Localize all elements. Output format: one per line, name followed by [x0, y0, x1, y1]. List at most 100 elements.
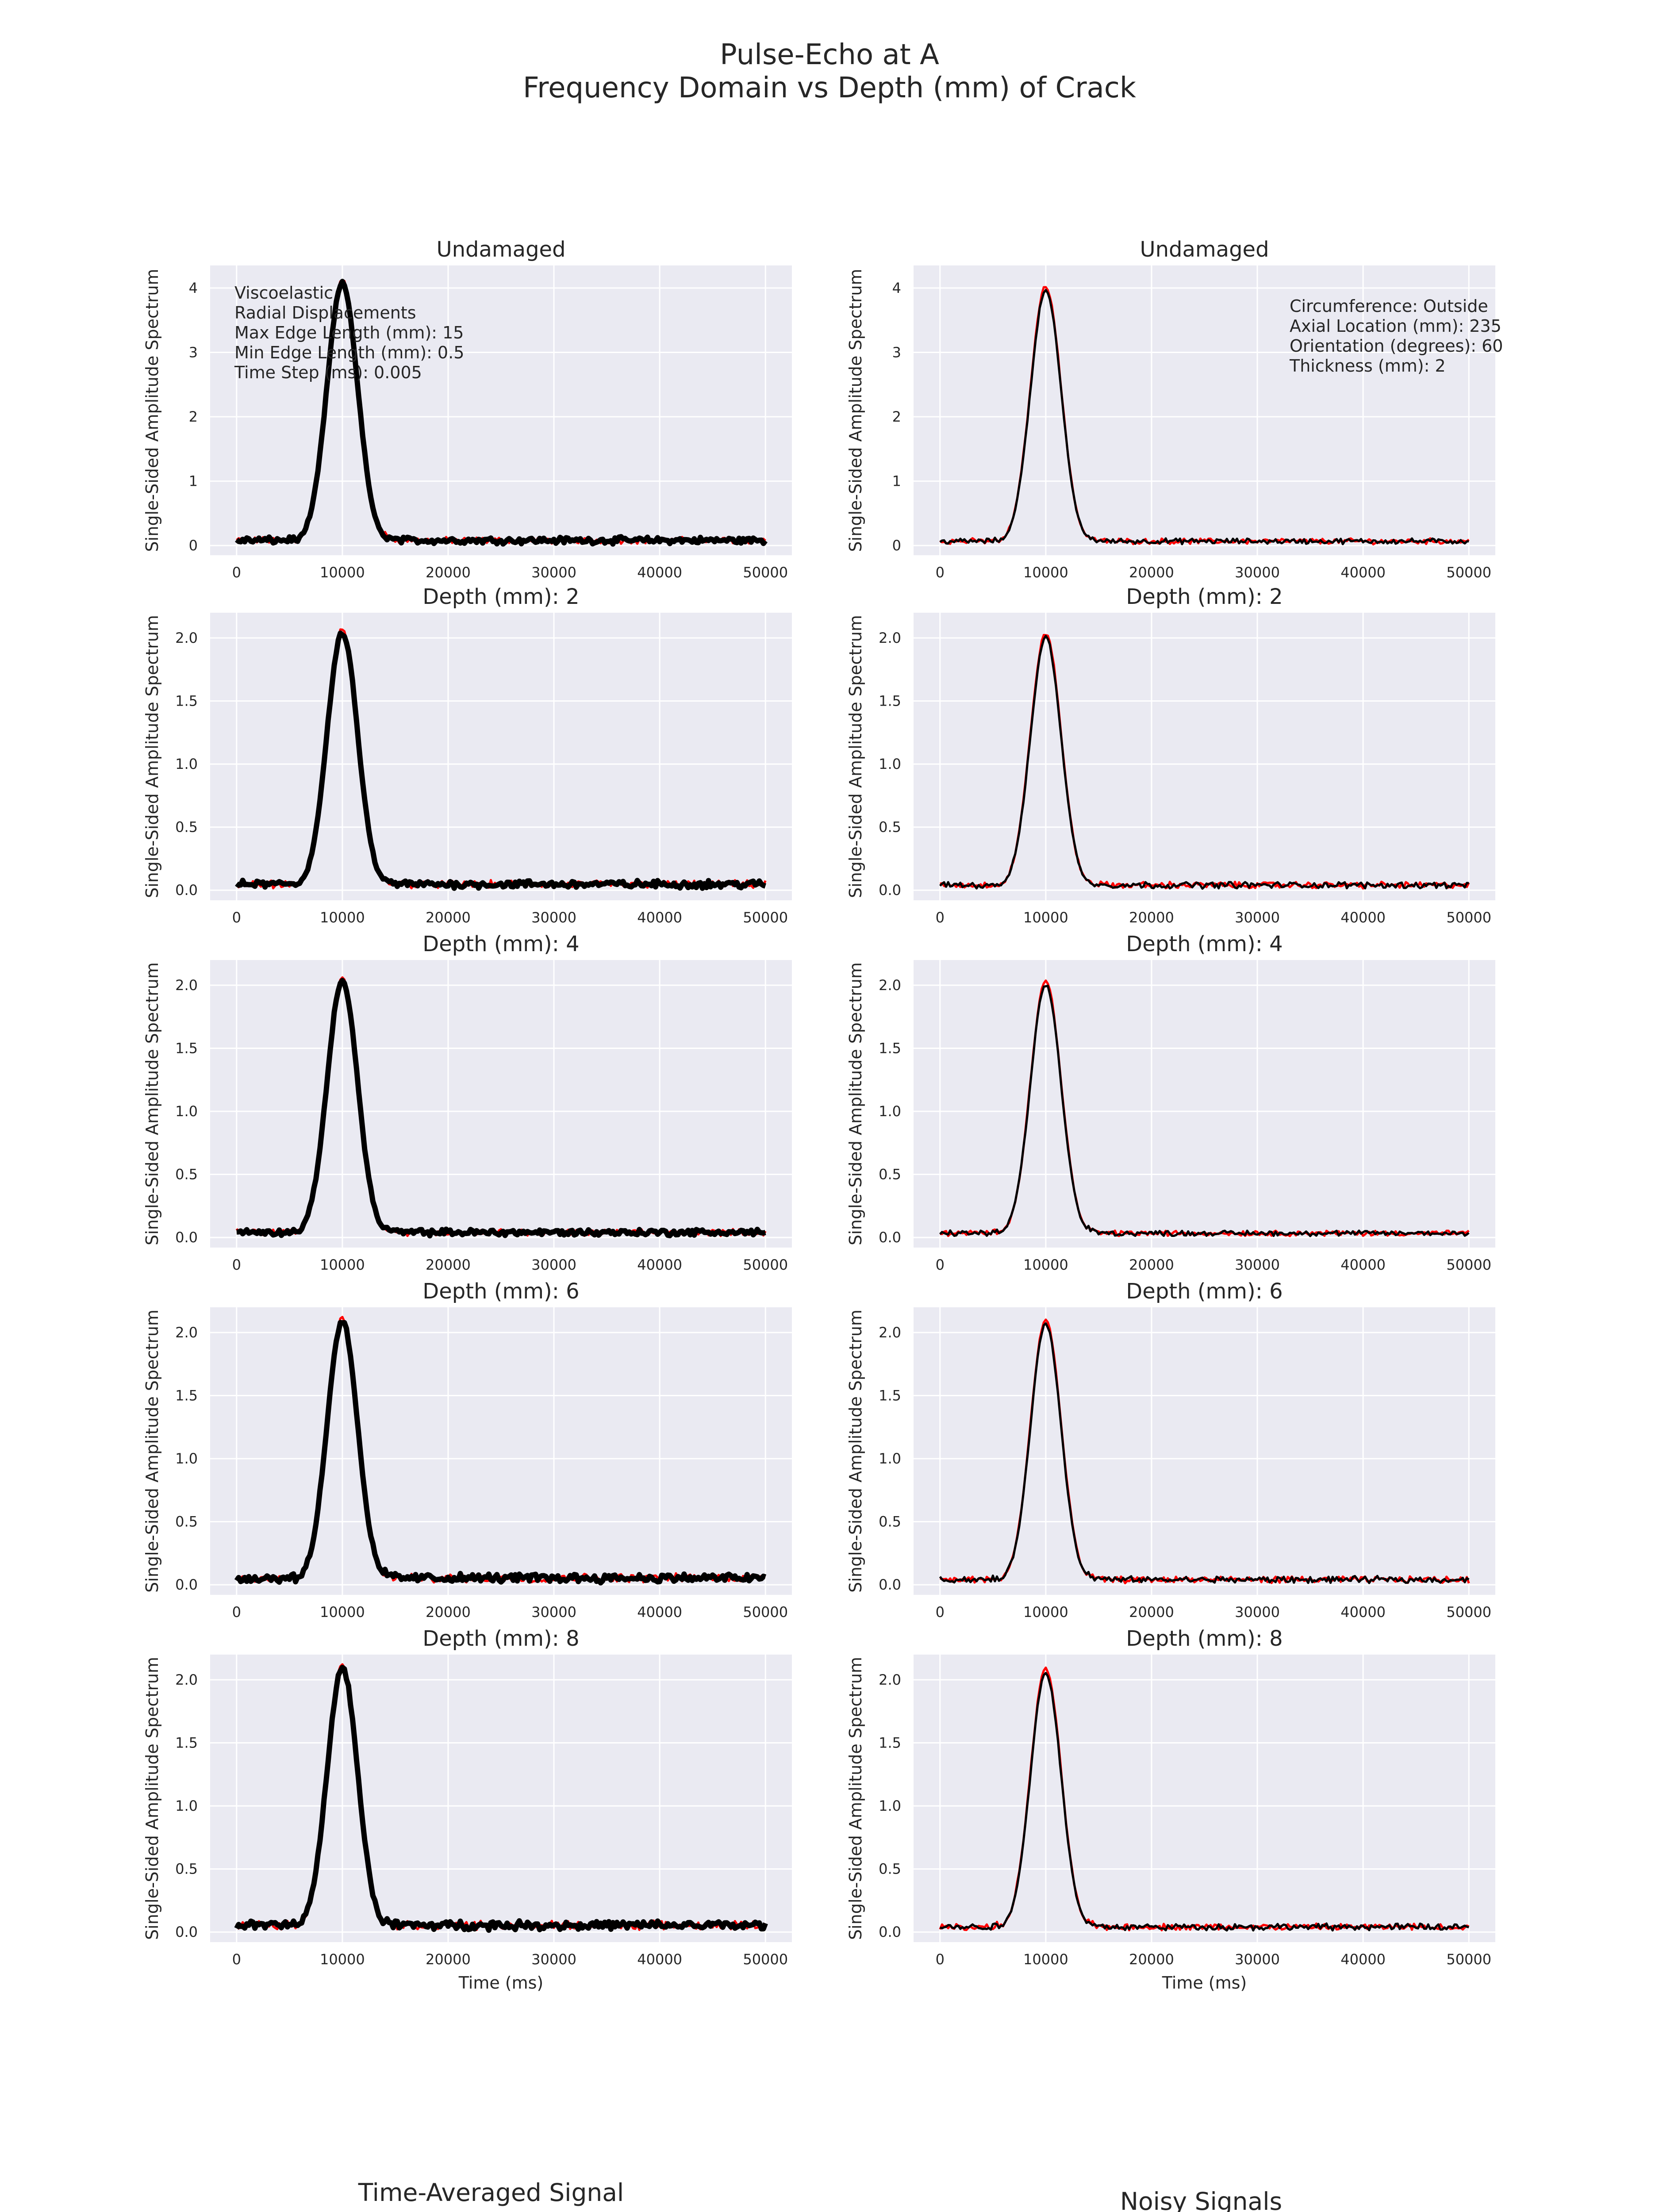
y-tick-label: 0.0: [175, 1924, 198, 1940]
x-tick-label: 50000: [743, 1604, 788, 1621]
x-tick-label: 40000: [637, 564, 682, 581]
x-tick-label: 0: [936, 909, 945, 926]
subplot-right-5: 0 10000 20000 30000 40000 50000 0.0 0.5 1.0 1.5 2.…: [846, 1626, 1495, 1993]
x-tick-label: 30000: [1235, 564, 1280, 581]
y-tick-label: 0.0: [175, 1229, 198, 1246]
subplot-title: Depth (mm): 8: [1126, 1626, 1283, 1651]
x-tick-label: 0: [936, 1951, 945, 1968]
figure-title-line-1: Pulse-Echo at A: [720, 38, 939, 71]
y-tick-label: 1.0: [175, 1103, 198, 1120]
subplot-title: Depth (mm): 2: [1126, 584, 1283, 609]
annotation-line: Min Edge Length (mm): 0.5: [234, 343, 464, 362]
x-tick-label: 10000: [1023, 1951, 1068, 1968]
x-tick-label: 20000: [426, 1256, 471, 1273]
x-tick-label: 30000: [531, 1256, 576, 1273]
y-tick-label: 1.5: [879, 1387, 901, 1404]
series-black-line: [939, 984, 1470, 1237]
annotation-line: Axial Location (mm): 235: [1290, 316, 1502, 336]
y-tick-label: 1.5: [175, 693, 198, 710]
x-tick-label: 0: [232, 909, 241, 926]
series-group: [939, 1667, 1470, 1932]
y-tick-label: 0.0: [879, 1229, 901, 1246]
annotation-line: Orientation (degrees): 60: [1290, 336, 1503, 356]
y-tick-label: 0.0: [879, 882, 901, 899]
x-tick-label: 20000: [426, 1951, 471, 1968]
subplot-left-3: 0 10000 20000 30000 40000 50000 0.0 0.5 1.0 1.5 2.…: [142, 932, 792, 1273]
y-tick-label: 2.0: [879, 1671, 901, 1688]
series-black-line: [235, 630, 766, 891]
y-axis-label: Single-Sided Amplitude Spectrum: [846, 1657, 865, 1940]
x-tick-label: 50000: [1446, 1256, 1491, 1273]
y-tick-label: 2: [189, 408, 198, 425]
y-axis-label: Single-Sided Amplitude Spectrum: [846, 962, 865, 1245]
y-tick-label: 1: [189, 473, 198, 490]
series-black-line: [234, 1320, 767, 1586]
plot-area: [210, 265, 792, 555]
series-black-line: [939, 635, 1469, 890]
subplot-right-2: 0 10000 20000 30000 40000 50000 0.0 0.5 1.0 1.5 2.…: [846, 584, 1495, 926]
plot-area: [210, 1307, 792, 1595]
y-tick-label: 2.0: [175, 1324, 198, 1341]
x-tick-label: 50000: [1446, 564, 1491, 581]
x-tick-label: 40000: [637, 909, 682, 926]
y-axis-label: Single-Sided Amplitude Spectrum: [142, 962, 162, 1245]
x-tick-label: 0: [936, 1604, 945, 1621]
x-tick-label: 40000: [637, 1604, 682, 1621]
y-tick-label: 1.5: [175, 1040, 198, 1057]
y-tick-label: 1.5: [175, 1735, 198, 1751]
x-tick-label: 10000: [320, 1256, 365, 1273]
x-tick-label: 20000: [1129, 1951, 1174, 1968]
plot-area: [914, 1307, 1495, 1595]
subplot-left-4: 0 10000 20000 30000 40000 50000 0.0 0.5 1.0 1.5 2.…: [142, 1279, 792, 1621]
y-tick-label: 2.0: [879, 630, 901, 646]
series-black-line: [940, 1672, 1469, 1932]
y-tick-label: 0: [892, 537, 901, 554]
x-tick-label: 30000: [531, 564, 576, 581]
subplot-right-1: 0 10000 20000 30000 40000 50000 0 1 2 3 4 Undamaged…: [846, 237, 1503, 581]
x-tick-label: 30000: [531, 909, 576, 926]
x-tick-label: 50000: [743, 1256, 788, 1273]
plot-area: [914, 960, 1495, 1248]
x-tick-label: 0: [232, 1951, 241, 1968]
series-group: [235, 628, 767, 891]
subplot-left-5: 0 10000 20000 30000 40000 50000 0.0 0.5 1.0 1.5 2.…: [142, 1626, 792, 1993]
plot-area: [210, 613, 792, 900]
x-axis-label: Time (ms): [458, 1973, 544, 1993]
x-tick-label: 0: [232, 1256, 241, 1273]
series-black-line: [234, 1665, 768, 1933]
x-tick-label: 30000: [531, 1951, 576, 1968]
y-tick-label: 0.5: [879, 1513, 901, 1530]
y-axis-label: Single-Sided Amplitude Spectrum: [846, 269, 865, 552]
plot-area: [210, 960, 792, 1248]
series-group: [939, 1318, 1470, 1585]
x-tick-label: 0: [936, 564, 945, 581]
x-tick-label: 50000: [743, 564, 788, 581]
y-axis-label: Single-Sided Amplitude Spectrum: [846, 1310, 865, 1593]
series-black-line: [234, 279, 768, 547]
annotation-line: Thickness (mm): 2: [1289, 356, 1446, 376]
x-tick-label: 50000: [1446, 909, 1491, 926]
subplot-grid: 0 10000 20000 30000 40000 5000001234Undamaged…: [142, 237, 1503, 1993]
series-group: [234, 1663, 768, 1933]
y-tick-label: 1: [892, 473, 901, 490]
figure-title-line-2: Frequency Domain vs Depth (mm) of Crack: [523, 72, 1136, 104]
x-tick-label: 30000: [1235, 1604, 1280, 1621]
y-tick-label: 3: [189, 344, 198, 361]
left-column-title: Time-Averaged Signal: [358, 2178, 624, 2207]
x-tick-label: 30000: [1235, 909, 1280, 926]
y-tick-label: 0.5: [175, 1166, 198, 1183]
x-tick-label: 40000: [637, 1951, 682, 1968]
series-group: [939, 979, 1470, 1237]
y-tick-label: 1.5: [879, 1735, 901, 1751]
x-tick-label: 50000: [743, 909, 788, 926]
x-tick-label: 30000: [1235, 1951, 1280, 1968]
y-tick-label: 0.0: [879, 1576, 901, 1593]
y-tick-label: 1.0: [175, 1797, 198, 1814]
y-tick-label: 0.5: [879, 819, 901, 836]
subplot-right-3: 0 10000 20000 30000 40000 50000 0.0 0.5 1.0 1.5 2.…: [846, 932, 1495, 1273]
x-tick-label: 50000: [1446, 1951, 1491, 1968]
series-black-line: [236, 978, 766, 1239]
y-tick-label: 0.0: [175, 882, 198, 899]
y-tick-label: 2.0: [175, 630, 198, 646]
x-tick-label: 20000: [426, 909, 471, 926]
